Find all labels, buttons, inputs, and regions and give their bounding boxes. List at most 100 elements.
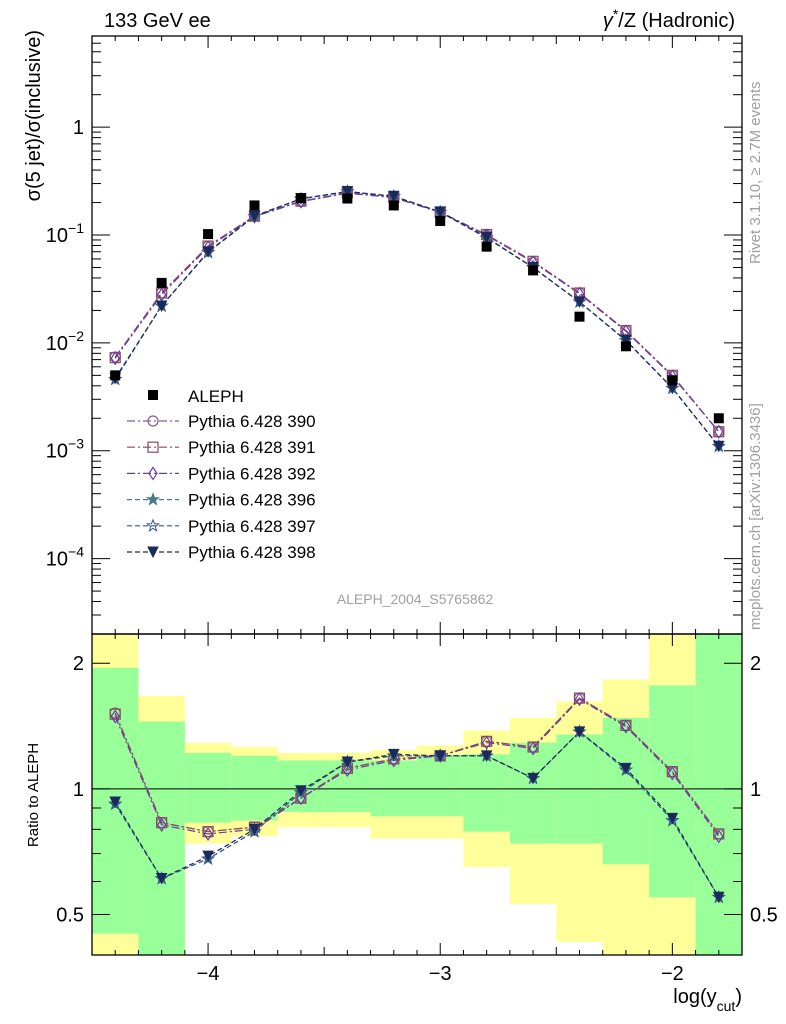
ratio-point-3 — [203, 826, 213, 842]
ratio-line-1 — [114, 697, 720, 835]
data-point — [295, 193, 306, 204]
y-tick-label: 10−1 — [46, 220, 84, 247]
band-inner — [231, 755, 278, 821]
ratio-point-2 — [202, 826, 214, 838]
data-point — [667, 375, 678, 386]
legend: ALEPH Pythia 6.428 390 Pythia 6.428 391 Pyt… — [127, 387, 316, 562]
series-point-6 — [434, 206, 447, 218]
legend-marker — [147, 546, 159, 559]
data-point — [110, 370, 121, 381]
ratio-point-6 — [573, 726, 586, 738]
ratio-point-6 — [387, 748, 400, 761]
series-line-2 — [114, 192, 720, 433]
data-point — [713, 413, 724, 424]
ratio-point-3 — [110, 709, 120, 724]
y-tick-label: 10−4 — [46, 544, 84, 571]
series-point-6 — [387, 190, 400, 203]
ratio-point-6 — [295, 785, 307, 797]
ratio-tick-label-left: 2 — [73, 653, 84, 675]
band-inner — [463, 754, 510, 832]
legend-marker — [148, 466, 158, 481]
band-inner — [649, 685, 696, 898]
band-inner — [370, 760, 417, 817]
legend-marker — [147, 441, 159, 453]
analysis-id: ALEPH_2004_S5765862 — [337, 591, 494, 607]
ratio-line-3 — [114, 698, 720, 837]
ratio-tick-label-left: 1 — [73, 779, 84, 801]
series-point-6 — [202, 246, 214, 258]
legend-label: Pythia 6.428 391 — [188, 438, 316, 457]
data-point — [528, 265, 539, 276]
ratio-tick-label-right: 0.5 — [750, 905, 778, 927]
x-tick-label: −2 — [661, 963, 684, 985]
ratio-y-axis-label: Ratio to ALEPH — [25, 743, 42, 847]
ratio-point-6 — [620, 762, 632, 775]
x-axis-label: log(ycut) — [673, 986, 742, 1014]
data-point — [388, 200, 399, 211]
x-tick-label: −4 — [197, 963, 220, 985]
ratio-point-2 — [713, 828, 725, 840]
mc-series-lines — [114, 190, 720, 898]
series-point-6 — [248, 210, 261, 223]
y-tick-label: 1 — [73, 117, 84, 139]
ratio-point-6 — [341, 756, 354, 769]
ratio-point-6 — [434, 750, 447, 762]
ratio-point-3 — [342, 762, 353, 778]
series-point-6 — [620, 334, 632, 347]
header-left: 133 GeV ee — [104, 10, 211, 32]
ratio-point-2 — [109, 708, 121, 720]
data-point — [342, 193, 353, 204]
ratio-point-6 — [666, 812, 679, 825]
x-tick-label: −3 — [429, 963, 452, 985]
legend-label: Pythia 6.428 397 — [188, 517, 316, 536]
data-point — [203, 229, 214, 240]
legend-marker — [145, 518, 161, 532]
series-point-6 — [573, 296, 586, 308]
axes: −4 −3 −2 1 10−1 10−2 10−3 10−4 2 2 1 1 0.5 0.5 — [46, 35, 778, 985]
y-tick-label: 10−3 — [46, 436, 84, 463]
series-point-3 — [110, 351, 120, 366]
series-line-3 — [114, 192, 720, 433]
ratio-point-6 — [480, 750, 493, 762]
ratio-point-3 — [714, 829, 724, 844]
data-point — [249, 200, 260, 211]
data-point — [481, 241, 492, 252]
ratio-point-3 — [528, 741, 538, 756]
legend-marker — [147, 415, 159, 427]
series-point-3 — [714, 424, 724, 439]
legend-label-data: ALEPH — [188, 387, 244, 406]
series-point-6 — [480, 231, 493, 244]
band-inner — [602, 717, 650, 865]
ratio-point-6 — [202, 850, 214, 863]
data-point — [574, 311, 585, 322]
band-inner — [417, 755, 464, 817]
band-inner — [184, 752, 232, 823]
ratio-point-2 — [156, 817, 168, 829]
ratio-point-6 — [155, 872, 168, 885]
series-point-6 — [712, 440, 725, 453]
ratio-point-6 — [248, 823, 261, 836]
ratio-point-6 — [527, 772, 539, 785]
ratio-tick-label-right: 2 — [750, 653, 761, 675]
mcplots-label: mcplots.cern.ch [arXiv:1306.3436] — [747, 403, 764, 630]
legend-marker-data — [148, 390, 158, 400]
ratio-point-6 — [712, 891, 725, 904]
series-line-6 — [114, 190, 720, 447]
ratio-tick-label-left: 0.5 — [56, 905, 84, 927]
data-point — [156, 277, 167, 288]
legend-label: Pythia 6.428 392 — [188, 464, 316, 483]
ratio-line-5 — [114, 730, 720, 898]
ratio-uncertainty-bands — [92, 634, 742, 955]
ratio-point-3 — [621, 719, 631, 734]
ratio-line-6 — [114, 730, 720, 898]
data-markers — [108, 184, 726, 904]
legend-label: Pythia 6.428 398 — [188, 543, 316, 562]
data-point — [435, 215, 446, 226]
series-point-6 — [341, 186, 354, 198]
y-tick-label: 10−2 — [46, 328, 84, 355]
legend-label: Pythia 6.428 396 — [188, 491, 316, 510]
series-point-6 — [155, 300, 168, 313]
labels: 133 GeV ee γ*/Z (Hadronic) ALEPH_2004_S5… — [23, 6, 764, 1014]
header-right: γ*/Z (Hadronic) — [603, 6, 735, 32]
